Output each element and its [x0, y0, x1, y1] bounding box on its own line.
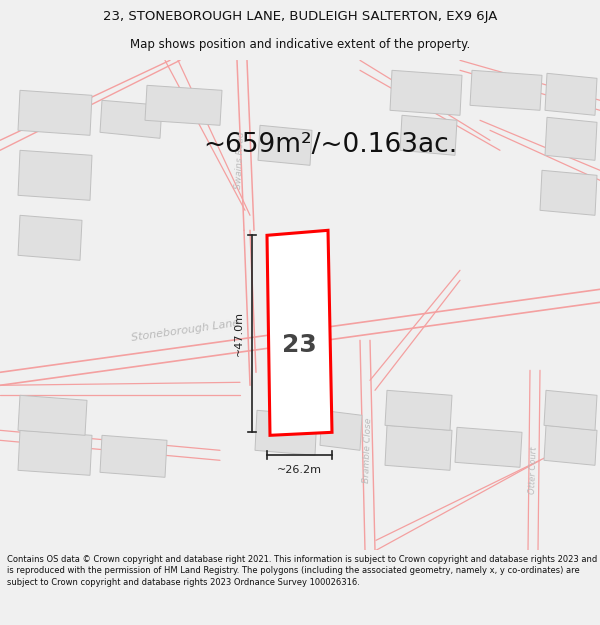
- Text: Map shows position and indicative extent of the property.: Map shows position and indicative extent…: [130, 38, 470, 51]
- Polygon shape: [385, 390, 452, 430]
- Text: ~26.2m: ~26.2m: [277, 465, 322, 475]
- Polygon shape: [18, 150, 92, 200]
- Polygon shape: [145, 85, 222, 125]
- Text: ~659m²/~0.163ac.: ~659m²/~0.163ac.: [203, 132, 457, 158]
- Polygon shape: [18, 90, 92, 135]
- Polygon shape: [320, 410, 362, 450]
- Polygon shape: [545, 118, 597, 160]
- Polygon shape: [385, 425, 452, 470]
- Polygon shape: [100, 100, 162, 138]
- Polygon shape: [258, 125, 312, 165]
- Polygon shape: [255, 410, 317, 455]
- Text: Otter Court: Otter Court: [527, 446, 538, 494]
- Polygon shape: [540, 170, 597, 215]
- Polygon shape: [390, 70, 462, 115]
- Polygon shape: [470, 70, 542, 110]
- Polygon shape: [400, 115, 457, 155]
- Polygon shape: [544, 425, 597, 465]
- Text: Bramble Close: Bramble Close: [362, 418, 374, 483]
- Polygon shape: [455, 428, 522, 468]
- Text: Stoneborough Lane: Stoneborough Lane: [130, 318, 239, 343]
- Text: Contains OS data © Crown copyright and database right 2021. This information is : Contains OS data © Crown copyright and d…: [7, 554, 598, 587]
- Polygon shape: [18, 215, 82, 260]
- Polygon shape: [100, 435, 167, 478]
- Polygon shape: [544, 390, 597, 430]
- Text: 23, STONEBOROUGH LANE, BUDLEIGH SALTERTON, EX9 6JA: 23, STONEBOROUGH LANE, BUDLEIGH SALTERTO…: [103, 9, 497, 22]
- Polygon shape: [545, 73, 597, 115]
- Polygon shape: [267, 230, 332, 435]
- Text: Swains Road: Swains Road: [234, 131, 246, 189]
- Polygon shape: [18, 395, 87, 435]
- Text: 23: 23: [281, 333, 316, 357]
- Text: ~47.0m: ~47.0m: [234, 311, 244, 356]
- Polygon shape: [18, 430, 92, 475]
